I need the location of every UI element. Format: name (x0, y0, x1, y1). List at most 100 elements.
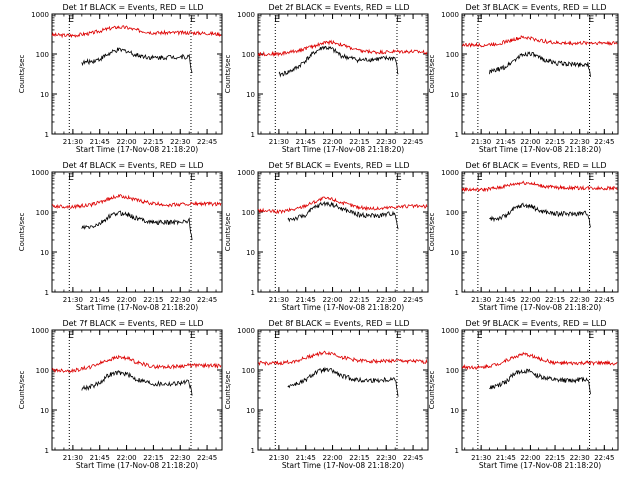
lld-series-line (51, 354, 222, 374)
x-tick-label: 22:45 (403, 454, 423, 462)
y-tick-label: 1 (45, 131, 49, 139)
panel-title: Det 4f BLACK = Events, RED = LLD (62, 161, 203, 170)
y-tick-label: 10 (40, 407, 49, 415)
lld-series-line (257, 39, 428, 57)
panel-title: Det 9f BLACK = Events, RED = LLD (465, 319, 606, 328)
x-tick-label: 21:45 (90, 454, 110, 462)
lld-series-line (461, 35, 618, 48)
lld-series-line (461, 351, 618, 371)
y-tick-label: 100 (446, 209, 459, 217)
y-tick-label: 1000 (31, 169, 49, 177)
x-tick-label: 22:30 (376, 296, 396, 304)
x-tick-label: 21:30 (471, 296, 491, 304)
event-marker-label: E (190, 15, 196, 25)
x-tick-label: 22:30 (570, 138, 590, 146)
panel-title: Det 2f BLACK = Events, RED = LLD (268, 3, 409, 12)
event-marker-label: E (68, 173, 74, 183)
x-axis-label: Start Time (17-Nov-08 21:18:20) (479, 303, 601, 312)
y-tick-label: 100 (446, 367, 459, 375)
y-axis-label: Counts/sec (428, 371, 436, 410)
plot-frame (257, 171, 429, 293)
x-tick-label: 22:30 (170, 138, 190, 146)
y-tick-label: 1 (251, 131, 255, 139)
x-tick-label: 22:00 (116, 454, 136, 462)
panel-5: Det 5f BLACK = Events, RED = LLD 1 10 100 10… (224, 161, 429, 312)
plot-frame (461, 329, 619, 451)
x-tick-label: 21:30 (269, 138, 289, 146)
panel-title: Det 3f BLACK = Events, RED = LLD (465, 3, 606, 12)
x-tick-label: 22:15 (349, 138, 369, 146)
y-tick-label: 1 (455, 289, 459, 297)
y-tick-label: 100 (36, 367, 49, 375)
y-tick-label: 1000 (441, 327, 459, 335)
x-tick-label: 21:45 (296, 454, 316, 462)
x-tick-label: 22:45 (197, 138, 217, 146)
x-tick-label: 22:30 (570, 296, 590, 304)
x-tick-label: 22:00 (322, 296, 342, 304)
event-marker-label: E (68, 15, 74, 25)
x-tick-label: 22:00 (520, 138, 540, 146)
plot-frame (461, 171, 619, 293)
plot-frame (257, 13, 429, 135)
events-series-line (489, 202, 591, 228)
panel-title: Det 5f BLACK = Events, RED = LLD (268, 161, 409, 170)
event-marker-label: E (396, 331, 402, 341)
x-tick-label: 21:45 (90, 138, 110, 146)
x-tick-label: 22:00 (520, 454, 540, 462)
y-axis-label: Counts/sec (224, 213, 232, 252)
x-tick-label: 22:30 (376, 138, 396, 146)
panel-title: Det 7f BLACK = Events, RED = LLD (62, 319, 203, 328)
x-tick-label: 22:15 (545, 296, 565, 304)
event-marker-label: E (589, 173, 595, 183)
event-marker-label: E (274, 15, 280, 25)
event-marker-label: E (477, 173, 483, 183)
x-tick-label: 21:30 (63, 454, 83, 462)
y-tick-label: 100 (36, 209, 49, 217)
lld-series-line (51, 193, 222, 210)
x-tick-label: 22:15 (143, 138, 163, 146)
event-marker-label: E (190, 173, 196, 183)
x-tick-label: 22:45 (594, 138, 614, 146)
y-axis-label: Counts/sec (18, 55, 26, 94)
plot-frame (257, 329, 429, 451)
x-axis-label: Start Time (17-Nov-08 21:18:20) (479, 145, 601, 154)
x-tick-label: 22:45 (594, 454, 614, 462)
y-axis-label: Counts/sec (224, 55, 232, 94)
y-tick-label: 1 (45, 289, 49, 297)
x-tick-label: 21:45 (90, 296, 110, 304)
event-marker-label: E (396, 173, 402, 183)
x-tick-label: 21:45 (496, 296, 516, 304)
x-tick-label: 22:15 (545, 454, 565, 462)
x-tick-label: 22:00 (322, 138, 342, 146)
event-marker-label: E (477, 331, 483, 341)
x-axis-label: Start Time (17-Nov-08 21:18:20) (282, 145, 404, 154)
y-tick-label: 10 (450, 407, 459, 415)
x-tick-label: 21:45 (496, 454, 516, 462)
x-tick-label: 22:15 (349, 296, 369, 304)
x-tick-label: 22:30 (170, 454, 190, 462)
x-tick-label: 22:45 (403, 296, 423, 304)
x-tick-label: 21:30 (471, 138, 491, 146)
y-tick-label: 100 (242, 51, 255, 59)
lld-series-line (257, 196, 428, 215)
x-tick-label: 22:45 (403, 138, 423, 146)
events-series-line (287, 201, 399, 230)
y-tick-label: 10 (450, 249, 459, 257)
y-tick-label: 1000 (31, 327, 49, 335)
y-tick-label: 1000 (237, 11, 255, 19)
panel-8: Det 8f BLACK = Events, RED = LLD 1 10 100 10… (224, 319, 429, 470)
x-axis-label: Start Time (17-Nov-08 21:18:20) (76, 145, 198, 154)
events-series-line (489, 368, 591, 395)
x-tick-label: 21:45 (296, 296, 316, 304)
y-tick-label: 100 (242, 367, 255, 375)
y-tick-label: 1000 (31, 11, 49, 19)
x-tick-label: 21:30 (269, 454, 289, 462)
events-series-line (81, 369, 193, 396)
x-axis-label: Start Time (17-Nov-08 21:18:20) (282, 303, 404, 312)
x-tick-label: 21:30 (269, 296, 289, 304)
y-tick-label: 1000 (237, 327, 255, 335)
plot-frame (51, 171, 223, 293)
x-tick-label: 22:45 (197, 296, 217, 304)
x-tick-label: 22:00 (116, 138, 136, 146)
events-series-line (489, 51, 591, 77)
